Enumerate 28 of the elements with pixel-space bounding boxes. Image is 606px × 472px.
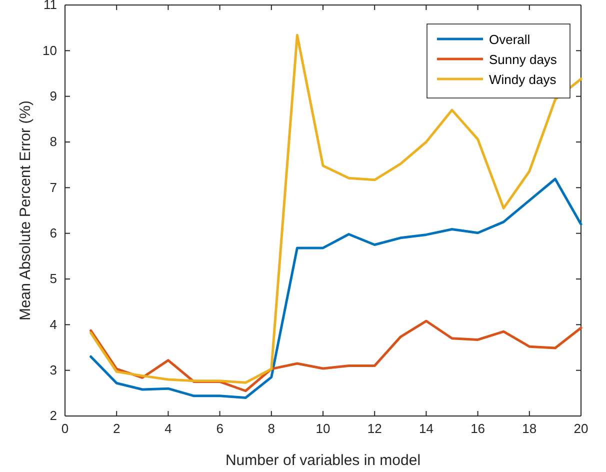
y-tick-label: 7 [50,180,57,195]
x-tick-label: 4 [164,421,172,436]
x-tick-label: 16 [470,421,486,436]
y-tick-label: 4 [50,316,57,332]
legend-label: Windy days [489,72,557,87]
y-tick-label: 8 [50,134,57,150]
x-tick-label: 6 [216,421,224,436]
x-tick-label: 10 [316,421,330,436]
legend-label: Overall [489,32,530,47]
y-axis-title: Mean Absolute Percent Error (%) [17,100,34,321]
line-series [90,178,582,399]
y-tick-label: 9 [50,88,57,104]
y-tick-label: 5 [50,271,57,286]
y-tick-label: 11 [44,0,57,12]
y-tick-label: 6 [50,225,57,240]
x-axis-title: Number of variables in model [225,452,421,469]
y-tick-label: 2 [50,408,57,424]
x-tick-label: 0 [61,421,69,436]
x-tick-label: 18 [522,421,537,436]
y-tick-label: 3 [50,362,57,378]
x-tick-label: 12 [367,421,382,436]
x-tick-label: 14 [418,421,434,436]
x-tick-label: 2 [112,421,120,436]
legend-label: Sunny days [489,52,558,67]
x-tick-label: 8 [268,421,276,436]
y-tick-label: 10 [42,42,57,58]
x-tick-label: 20 [574,421,588,436]
line-series [90,34,582,384]
